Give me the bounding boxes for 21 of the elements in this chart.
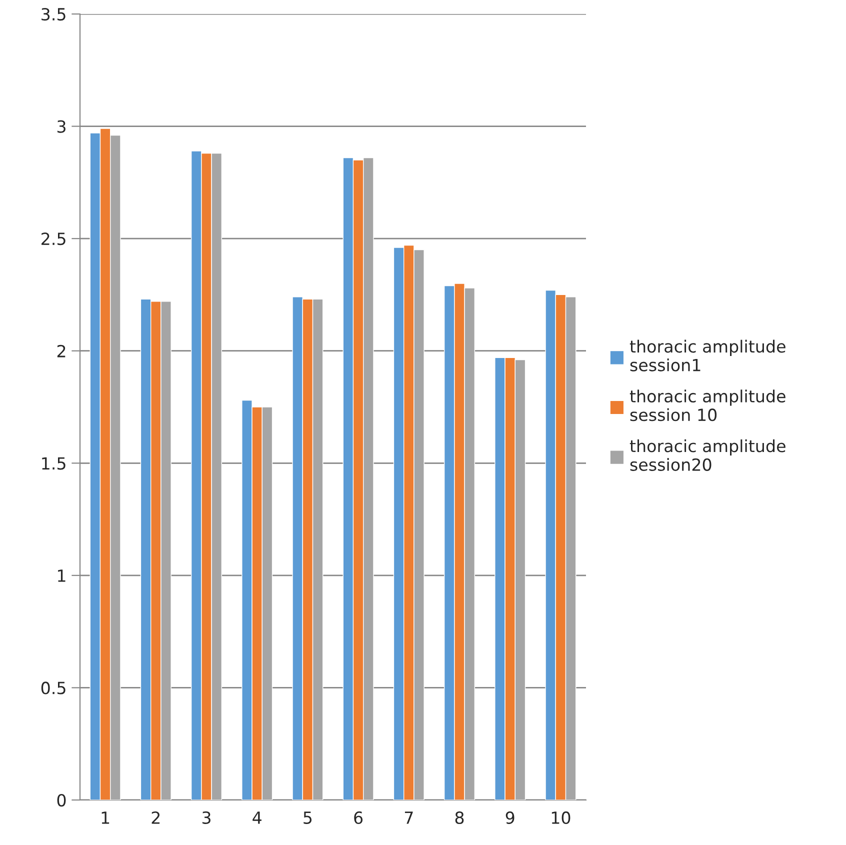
legend-label: thoracic amplitude session1 <box>630 340 786 372</box>
x-tick-label: 8 <box>455 811 464 824</box>
x-tick-label: 3 <box>202 811 210 824</box>
x-tick-label: 4 <box>252 812 262 824</box>
x-tick-label: 2 <box>152 811 160 824</box>
y-tick-label: 0.5 <box>41 682 66 694</box>
x-tick-label: 9 <box>506 811 514 824</box>
x-tick-label: 5 <box>304 812 312 824</box>
legend-label: thoracic amplitude session20 <box>630 439 786 471</box>
x-tick-label: 7 <box>404 812 413 824</box>
x-tick-label: 10 <box>552 811 570 824</box>
legend-label: thoracic amplitude session 10 <box>630 390 786 422</box>
y-tick-label: 0 <box>57 794 66 807</box>
y-tick-label: 1 <box>58 570 66 582</box>
y-tick-label: 1.5 <box>42 457 66 470</box>
y-tick-label: 2.5 <box>42 232 66 246</box>
x-tick-label: 1 <box>102 812 110 824</box>
y-tick-label: 3 <box>57 120 66 133</box>
y-tick-label: 3.5 <box>42 8 66 21</box>
x-tick-label: 6 <box>354 811 363 824</box>
y-tick-label: 2 <box>57 344 66 358</box>
